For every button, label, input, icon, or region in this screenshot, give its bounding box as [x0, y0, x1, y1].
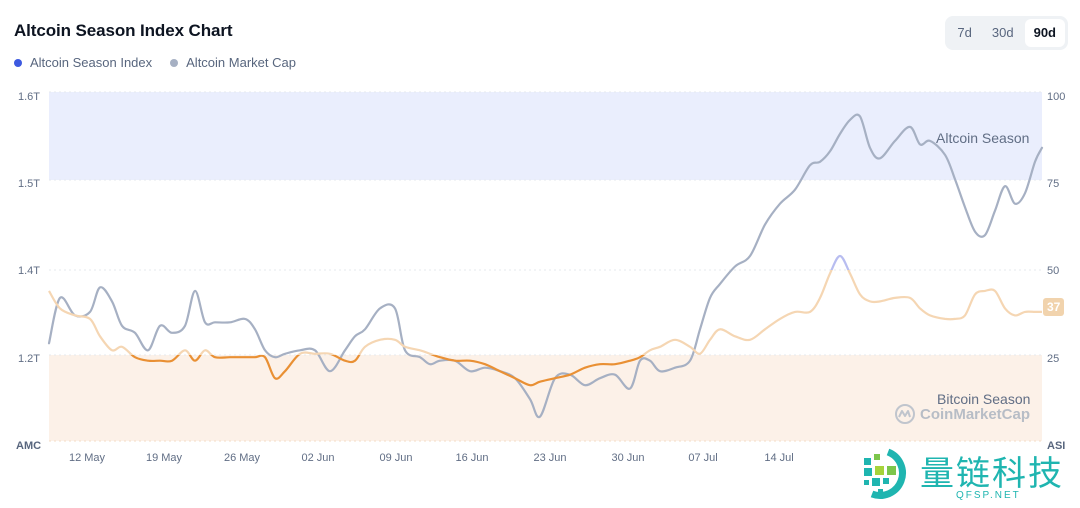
current-value-badge: 37 [1043, 298, 1065, 316]
right-axis-title: ASI [1047, 440, 1066, 452]
x-axis-tick: 14 Jul [764, 452, 794, 464]
range-selector: 7d 30d 90d [945, 16, 1068, 50]
left-axis-tick: 1.2T [18, 353, 41, 365]
right-axis-tick: 75 [1047, 178, 1060, 190]
x-axis-tick: 19 May [145, 452, 183, 464]
right-axis-tick: 50 [1047, 265, 1060, 277]
watermark: 量链科技 QFSP.NET [858, 446, 1064, 502]
watermark-text: 量链科技 [920, 454, 1064, 494]
left-axis-tick: 1.6T [18, 91, 41, 103]
cmc-logo-text: CoinMarketCap [920, 405, 1031, 423]
range-30d-button[interactable]: 30d [991, 25, 1014, 40]
right-axis-tick: 25 [1047, 353, 1060, 365]
legend-label: Altcoin Season Index [30, 55, 153, 70]
grid-lines [49, 91, 1042, 442]
x-axis-tick: 02 Jun [301, 452, 335, 464]
watermark-logo-icon [864, 448, 906, 499]
legend-label: Altcoin Market Cap [186, 55, 296, 70]
x-axis-tick: 12 May [68, 452, 106, 464]
legend-dot-blue-icon [14, 58, 22, 67]
bitcoin-season-label: Bitcoin Season [937, 391, 1031, 407]
right-axis-tick: 100 [1047, 91, 1066, 103]
bitcoin-season-band [49, 355, 1042, 441]
coinmarketcap-logo: CoinMarketCap [894, 403, 1030, 425]
x-axis-tick: 09 Jun [379, 452, 413, 464]
chart-legend: Altcoin Season Index Altcoin Market Cap [14, 55, 296, 70]
altcoin-season-label: Altcoin Season [936, 130, 1030, 146]
page-title: Altcoin Season Index Chart [14, 21, 233, 40]
range-90d-button[interactable]: 90d [1024, 19, 1065, 47]
legend-item-amc[interactable]: Altcoin Market Cap [170, 55, 296, 70]
amc-line [47, 113, 1044, 419]
altcoin-season-band [49, 92, 1042, 180]
x-axis-tick: 26 May [223, 452, 261, 464]
cmc-logo-icon [895, 404, 915, 424]
legend-item-asi[interactable]: Altcoin Season Index [14, 55, 152, 70]
x-axis-tick: 30 Jun [611, 452, 645, 464]
legend-dot-gray-icon [170, 58, 179, 67]
x-axis-tick: 07 Jul [688, 452, 718, 464]
left-axis-title: AMC [16, 440, 42, 452]
x-axis-tick: 23 Jun [533, 452, 567, 464]
range-7d-button[interactable]: 7d [957, 25, 972, 40]
left-axis-tick: 1.5T [18, 178, 41, 190]
x-axis-tick: 16 Jun [455, 452, 489, 464]
left-axis-tick: 1.4T [18, 265, 41, 277]
asi-line [48, 254, 1042, 387]
watermark-subtext: QFSP.NET [956, 490, 1021, 501]
